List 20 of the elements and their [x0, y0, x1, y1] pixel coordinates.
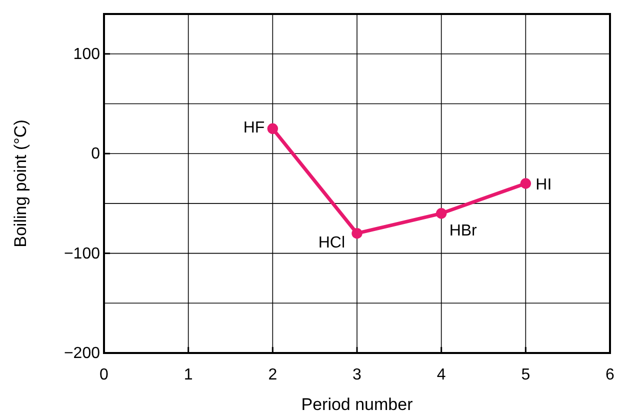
point: [520, 178, 532, 189]
y-tick-label: 0: [91, 146, 100, 163]
annotation: HBr: [449, 222, 478, 240]
x-tick-label: 6: [606, 366, 615, 384]
y-tick-label: 100: [73, 46, 100, 63]
annotation: HCl: [318, 234, 345, 252]
point: [267, 123, 278, 134]
x-tick-label: 4: [436, 366, 446, 384]
y-tick-label: −100: [64, 245, 100, 262]
x-tick-label: 5: [521, 366, 530, 384]
y-tick-label: −200: [64, 345, 100, 362]
y-axis-title: Boiling point (°C): [11, 120, 30, 248]
annotation: HF: [243, 120, 265, 137]
x-tick-label: 3: [352, 366, 362, 384]
annotation: HI: [536, 176, 552, 194]
x-tick-label: 2: [268, 366, 278, 384]
x-tick-label: 1: [184, 366, 193, 384]
point: [352, 228, 362, 239]
x-axis-title: Period number: [301, 395, 414, 414]
point: [436, 208, 447, 219]
